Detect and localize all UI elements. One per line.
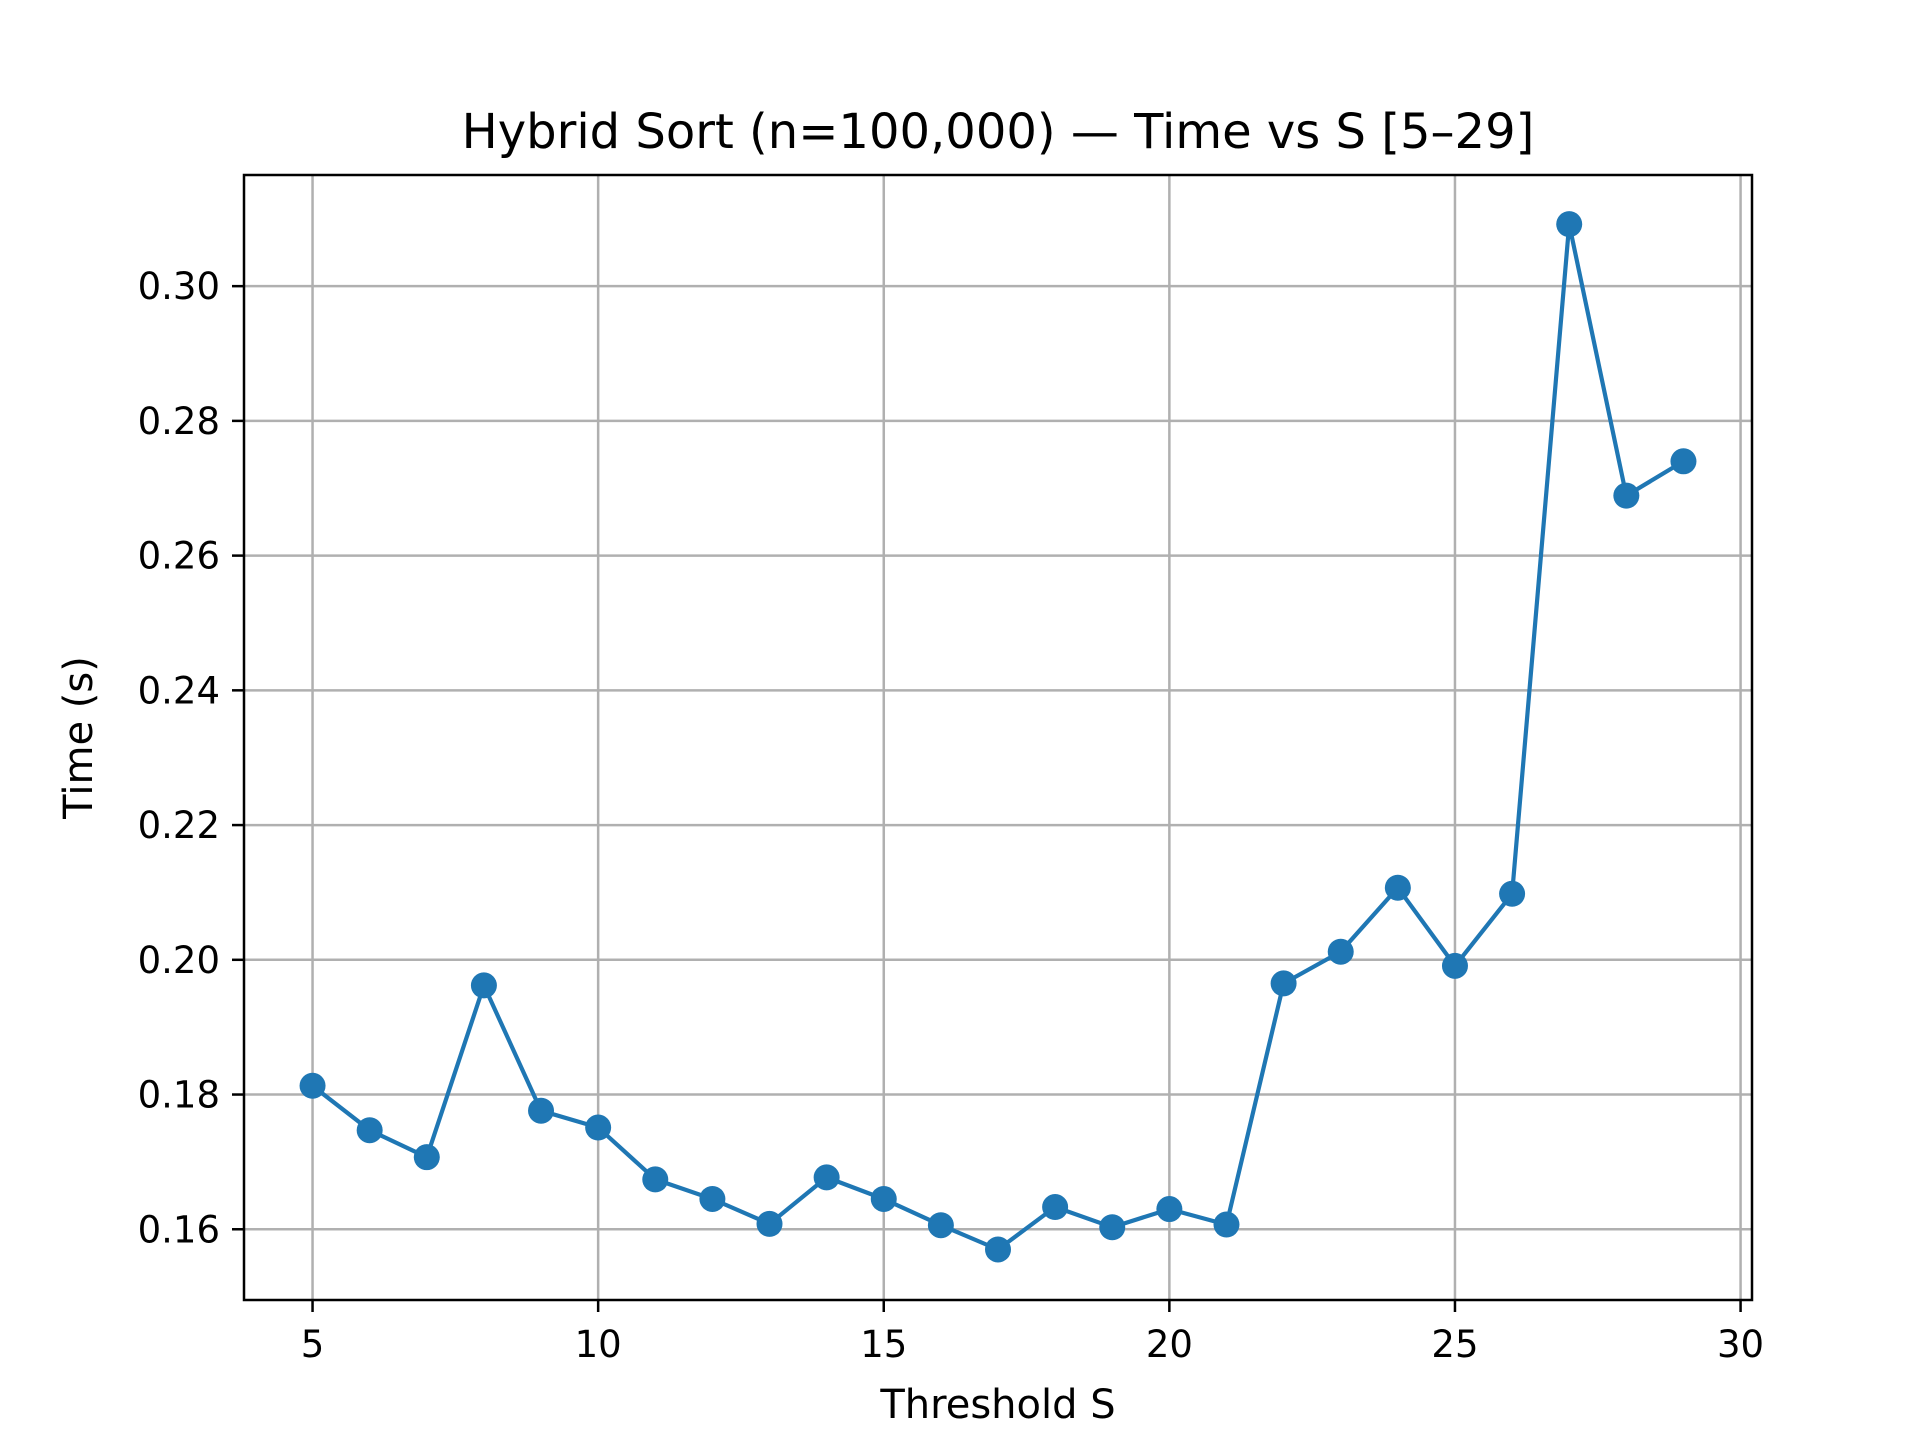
data-point-marker [1270,970,1297,997]
x-tick-label: 10 [575,1323,622,1366]
x-tick-label: 25 [1431,1323,1478,1366]
y-axis-label: Time (s) [56,656,102,820]
y-tick-label: 0.24 [138,669,220,712]
plot-frame [242,173,1754,1302]
data-point-marker [813,1164,840,1191]
y-tick-label: 0.22 [138,804,220,847]
x-tick-label: 5 [301,1323,325,1366]
x-axis-label: Threshold S [879,1382,1115,1428]
data-point-marker [1499,880,1526,907]
data-point-marker [528,1097,555,1124]
y-tick-label: 0.18 [138,1074,220,1117]
data-point-marker [585,1114,612,1141]
y-tick-label: 0.20 [138,939,220,982]
data-point-marker [470,972,497,999]
data-point-marker [1099,1214,1126,1241]
data-point-marker [985,1236,1011,1263]
data-point-marker [756,1210,783,1237]
data-point-marker [356,1117,383,1144]
data-point-marker [299,1072,326,1099]
chart-title: Hybrid Sort (n=100,000) — Time vs S [5–2… [462,104,1535,160]
x-tick-label: 30 [1717,1323,1764,1366]
data-point-marker [1213,1211,1240,1238]
tick-layer: 5 10 15 20 25 30 0.16 0.18 0.20 0.22 0.24 0.26 0.28 0… [138,265,1765,1366]
data-point-marker [1441,952,1468,979]
data-point-marker [870,1185,897,1212]
data-point-marker [1613,482,1640,509]
data-point-marker [1156,1196,1183,1223]
data-point-marker [413,1144,440,1171]
data-point-marker [927,1212,954,1239]
y-tick-label: 0.28 [138,400,220,443]
data-point-marker [1042,1194,1069,1221]
y-tick-label: 0.16 [138,1208,220,1251]
data-point-marker [1384,874,1411,901]
y-tick-label: 0.30 [138,265,220,308]
data-point-marker [1670,448,1697,475]
data-point-marker [699,1185,726,1212]
data-point-marker [1556,211,1583,238]
x-tick-label: 20 [1146,1323,1193,1366]
grid-layer [244,175,1752,1300]
x-tick-label: 15 [860,1323,907,1366]
data-point-marker [642,1166,669,1193]
y-tick-label: 0.26 [138,535,220,578]
series-layer [299,211,1697,1263]
data-point-marker [1327,938,1354,965]
